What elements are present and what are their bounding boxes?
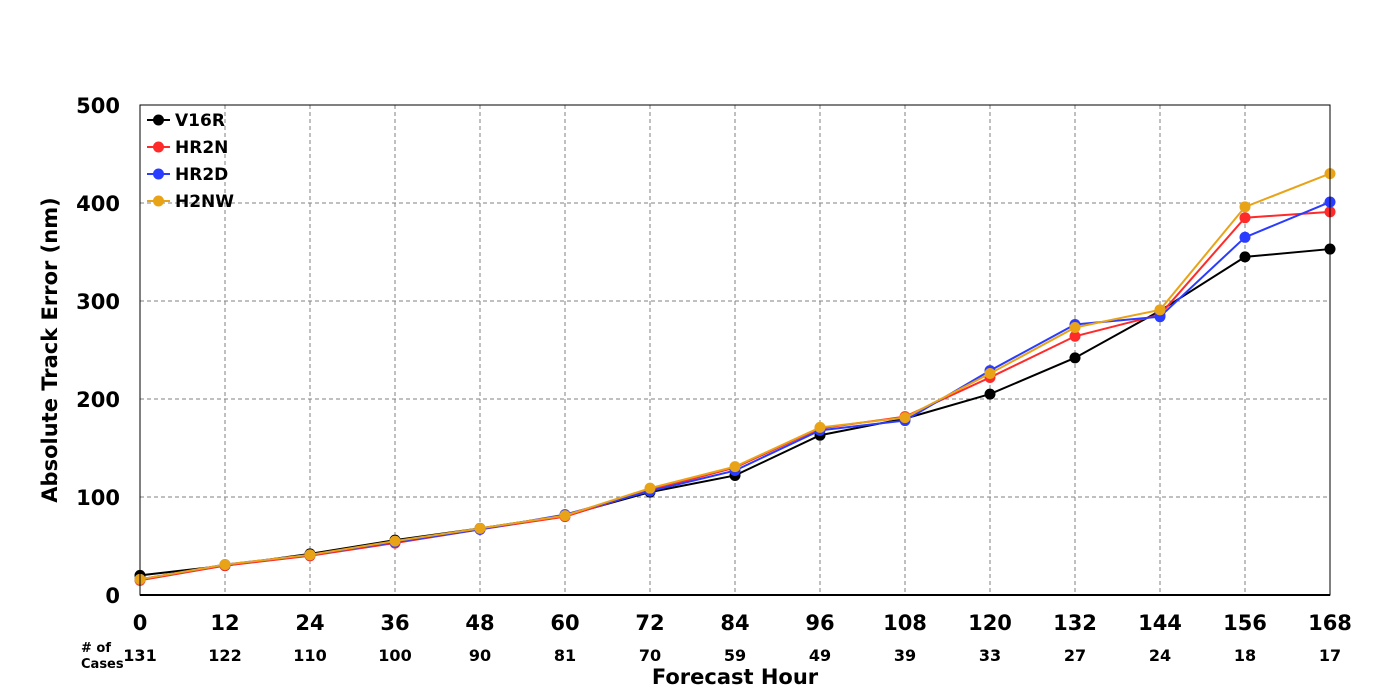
data-point	[814, 421, 826, 433]
x-tick-label: 24	[295, 611, 324, 635]
legend-label: H2NW	[175, 192, 234, 212]
legend-marker	[153, 168, 164, 180]
x-tick-label: 60	[550, 611, 579, 635]
legend-entry-hr2n: HR2N	[147, 138, 228, 158]
case-count: 17	[1319, 646, 1341, 665]
case-count: 27	[1064, 646, 1086, 665]
legend-entry-h2nw: H2NW	[147, 192, 234, 212]
series-layer	[134, 168, 1336, 586]
x-tick-label: 120	[968, 611, 1012, 635]
data-point	[219, 559, 231, 571]
y-tick-label: 500	[76, 94, 120, 118]
x-tick-label: 168	[1308, 611, 1352, 635]
data-point	[1239, 231, 1251, 243]
legend: V16R HR2N HR2D H2NW	[147, 111, 234, 212]
case-count: 24	[1149, 646, 1171, 665]
case-count: 33	[979, 646, 1001, 665]
case-count: 70	[639, 646, 661, 665]
data-point	[559, 510, 571, 522]
cases-label-line-2: Cases	[81, 657, 124, 672]
x-tick-label: 48	[465, 611, 494, 635]
legend-label: HR2D	[175, 165, 228, 185]
data-point	[644, 482, 656, 494]
legend-marker	[153, 114, 164, 126]
x-tick-label: 36	[380, 611, 409, 635]
y-tick-label: 0	[105, 584, 120, 608]
y-tick-label: 100	[76, 486, 120, 510]
x-tick-label: 96	[805, 611, 834, 635]
case-count: 18	[1234, 646, 1256, 665]
case-count: 59	[724, 646, 746, 665]
legend-label: HR2N	[175, 138, 228, 158]
x-tick-label: 156	[1223, 611, 1267, 635]
x-tick-label: 72	[635, 611, 664, 635]
series-h2nw	[134, 168, 1336, 585]
data-point	[1239, 251, 1251, 263]
y-tick-label: 200	[76, 388, 120, 412]
data-point	[984, 368, 996, 380]
legend-entry-hr2d: HR2D	[147, 165, 228, 185]
x-tick-labels: 0 12 24 36 48 60 72 84 96 108 120 132 144 156 168	[133, 611, 1352, 635]
data-point	[899, 412, 911, 424]
y-axis-title: Absolute Track Error (nm)	[38, 197, 62, 502]
data-point	[1154, 304, 1166, 316]
case-count: 81	[554, 646, 576, 665]
legend-label: V16R	[175, 111, 225, 131]
legend-marker	[153, 195, 164, 207]
data-point	[729, 461, 741, 473]
data-point	[1069, 330, 1081, 342]
data-point	[1069, 352, 1081, 364]
axes	[139, 104, 1331, 596]
x-tick-label: 0	[133, 611, 148, 635]
x-tick-label: 144	[1138, 611, 1182, 635]
data-point	[1239, 201, 1251, 213]
case-count: 100	[378, 646, 411, 665]
data-point	[1239, 212, 1251, 224]
data-point	[304, 549, 316, 561]
case-count: 49	[809, 646, 831, 665]
legend-entry-v16r: V16R	[147, 111, 225, 131]
y-tick-label: 300	[76, 290, 120, 314]
x-tick-label: 84	[720, 611, 749, 635]
data-point	[389, 535, 401, 547]
legend-marker	[153, 141, 164, 153]
data-point	[474, 522, 486, 534]
series-line	[139, 201, 1331, 581]
y-tick-labels: 0 100 200 300 400 500	[76, 94, 120, 608]
x-tick-label: 12	[210, 611, 239, 635]
case-count: 122	[208, 646, 241, 665]
cases-row: # of Cases 131 122 110 100 90 81 70 59 49 39 33 27 2…	[81, 641, 1341, 672]
case-count: 90	[469, 646, 491, 665]
y-tick-label: 400	[76, 192, 120, 216]
x-tick-label: 132	[1053, 611, 1097, 635]
case-count: 110	[293, 646, 326, 665]
case-count: 131	[123, 646, 156, 665]
data-point	[984, 388, 996, 400]
x-tick-label: 108	[883, 611, 927, 635]
x-axis-title: Forecast Hour	[652, 665, 819, 689]
cases-label-line-1: # of	[81, 641, 111, 656]
grid-lines	[140, 105, 1330, 595]
case-count: 39	[894, 646, 916, 665]
data-point	[1069, 321, 1081, 333]
